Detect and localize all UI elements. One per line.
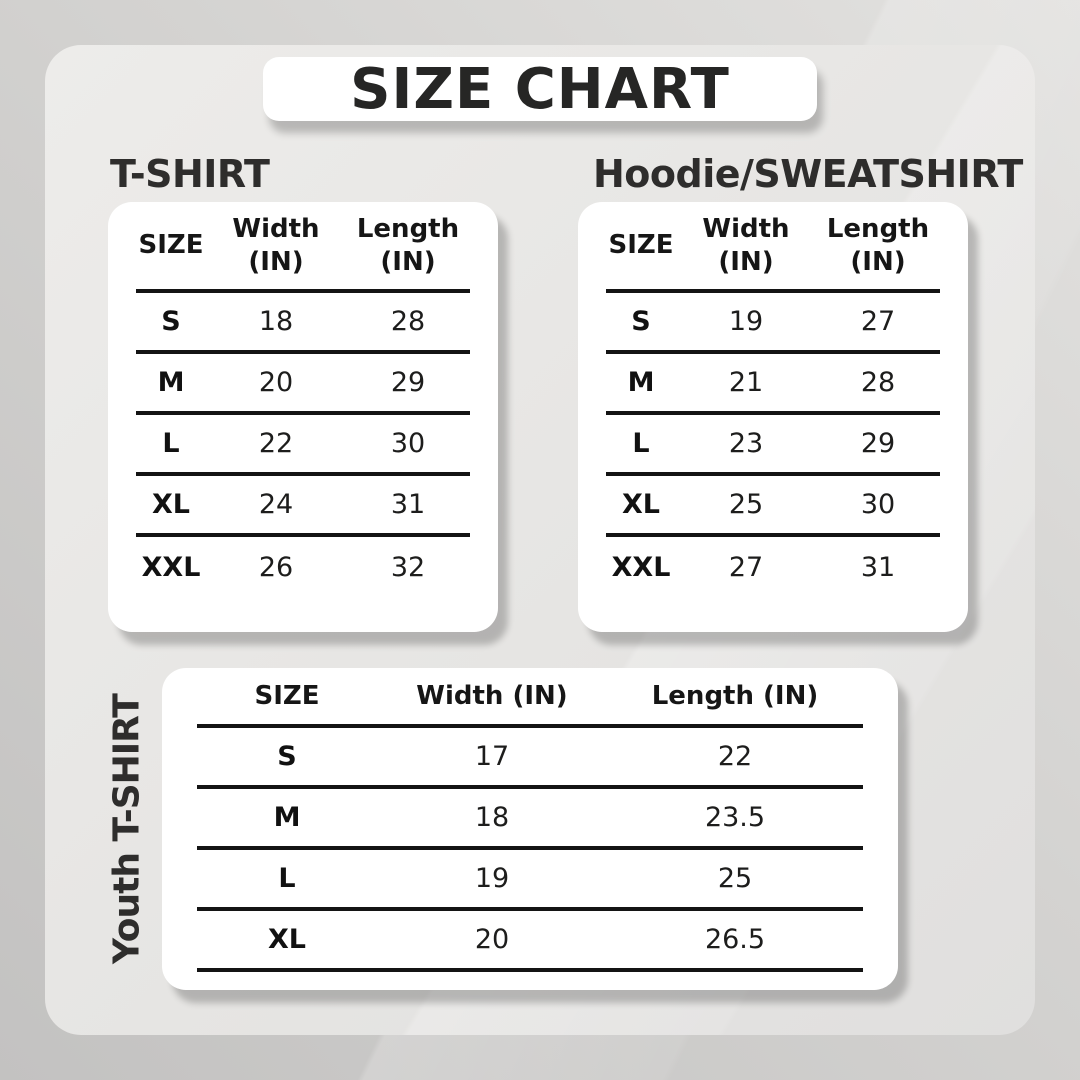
width-cell: 18 bbox=[258, 306, 294, 337]
tshirt-heading: T-SHIRT bbox=[110, 152, 270, 196]
size-cell: M bbox=[157, 367, 185, 398]
table-row: XXL 27 31 bbox=[606, 537, 940, 598]
table-row: S 19 27 bbox=[606, 293, 940, 354]
size-cell: L bbox=[162, 428, 180, 459]
size-cell: S bbox=[631, 306, 651, 337]
size-cell: S bbox=[161, 306, 181, 337]
width-cell: 23 bbox=[728, 428, 764, 459]
inner-panel: SIZE CHART T-SHIRT Hoodie/SWEATSHIRT SIZ… bbox=[45, 45, 1035, 1035]
column-header-length-unit: (IN) bbox=[850, 246, 906, 277]
length-cell: 23.5 bbox=[704, 802, 766, 833]
column-header-width: Width (IN) bbox=[416, 680, 568, 711]
column-header-size: SIZE bbox=[138, 230, 204, 261]
table-row: XL 20 26.5 bbox=[197, 911, 863, 972]
size-cell: M bbox=[273, 802, 301, 833]
column-header-length: Length (IN) bbox=[651, 680, 819, 711]
length-cell: 30 bbox=[860, 489, 896, 520]
table-row: XXL 26 32 bbox=[136, 537, 470, 598]
tshirt-table-header: SIZE Width (IN) Length (IN) bbox=[136, 202, 470, 293]
column-header-width: Width (IN) bbox=[702, 213, 789, 278]
column-header-length-label: Length bbox=[826, 214, 930, 244]
column-header-width: Width (IN) bbox=[232, 213, 319, 278]
size-cell: L bbox=[278, 863, 296, 894]
size-cell: XL bbox=[621, 489, 661, 520]
youth-table-card: SIZE Width (IN) Length (IN) S 17 22 M 18… bbox=[162, 668, 898, 990]
tshirt-table-card: SIZE Width (IN) Length (IN) S 18 28 M 20… bbox=[108, 202, 498, 632]
table-row: L 22 30 bbox=[136, 415, 470, 476]
width-cell: 19 bbox=[474, 863, 510, 894]
column-header-length-label: Length bbox=[356, 214, 460, 244]
column-header-length-unit: (IN) bbox=[380, 246, 436, 277]
length-cell: 32 bbox=[390, 552, 426, 583]
column-header-width-unit: (IN) bbox=[248, 246, 304, 277]
table-row: M 21 28 bbox=[606, 354, 940, 415]
size-cell: M bbox=[627, 367, 655, 398]
width-cell: 17 bbox=[474, 741, 510, 772]
table-row: S 18 28 bbox=[136, 293, 470, 354]
table-row: XL 24 31 bbox=[136, 476, 470, 537]
hoodie-heading: Hoodie/SWEATSHIRT bbox=[593, 152, 1023, 196]
length-cell: 30 bbox=[390, 428, 426, 459]
youth-heading-vertical: Youth T-SHIRT bbox=[106, 694, 148, 964]
length-cell: 29 bbox=[390, 367, 426, 398]
column-header-length: Length (IN) bbox=[827, 213, 929, 278]
length-cell: 26.5 bbox=[704, 924, 766, 955]
hoodie-table-header: SIZE Width (IN) Length (IN) bbox=[606, 202, 940, 293]
youth-table-header: SIZE Width (IN) Length (IN) bbox=[197, 668, 863, 728]
size-cell: L bbox=[632, 428, 650, 459]
size-cell: XXL bbox=[611, 552, 671, 583]
column-header-width-label: Width bbox=[232, 214, 320, 244]
width-cell: 25 bbox=[728, 489, 764, 520]
width-cell: 26 bbox=[258, 552, 294, 583]
length-cell: 31 bbox=[860, 552, 896, 583]
table-row: L 23 29 bbox=[606, 415, 940, 476]
page-title: SIZE CHART bbox=[350, 57, 730, 122]
column-header-width-label: Width bbox=[702, 214, 790, 244]
width-cell: 19 bbox=[728, 306, 764, 337]
table-row: XL 25 30 bbox=[606, 476, 940, 537]
title-banner: SIZE CHART bbox=[263, 57, 817, 121]
column-header-width-unit: (IN) bbox=[718, 246, 774, 277]
length-cell: 22 bbox=[717, 741, 753, 772]
table-row: M 20 29 bbox=[136, 354, 470, 415]
width-cell: 20 bbox=[474, 924, 510, 955]
width-cell: 22 bbox=[258, 428, 294, 459]
width-cell: 21 bbox=[728, 367, 764, 398]
column-header-size: SIZE bbox=[608, 230, 674, 261]
width-cell: 18 bbox=[474, 802, 510, 833]
width-cell: 27 bbox=[728, 552, 764, 583]
length-cell: 25 bbox=[717, 863, 753, 894]
length-cell: 28 bbox=[860, 367, 896, 398]
size-cell: XXL bbox=[141, 552, 201, 583]
width-cell: 20 bbox=[258, 367, 294, 398]
column-header-size: SIZE bbox=[254, 680, 320, 711]
hoodie-table-card: SIZE Width (IN) Length (IN) S 19 27 M 21… bbox=[578, 202, 968, 632]
table-row: S 17 22 bbox=[197, 728, 863, 789]
size-cell: S bbox=[277, 741, 297, 772]
length-cell: 28 bbox=[390, 306, 426, 337]
table-row: L 19 25 bbox=[197, 850, 863, 911]
width-cell: 24 bbox=[258, 489, 294, 520]
column-header-length: Length (IN) bbox=[357, 213, 459, 278]
length-cell: 27 bbox=[860, 306, 896, 337]
length-cell: 29 bbox=[860, 428, 896, 459]
table-row: M 18 23.5 bbox=[197, 789, 863, 850]
length-cell: 31 bbox=[390, 489, 426, 520]
size-cell: XL bbox=[267, 924, 307, 955]
size-cell: XL bbox=[151, 489, 191, 520]
